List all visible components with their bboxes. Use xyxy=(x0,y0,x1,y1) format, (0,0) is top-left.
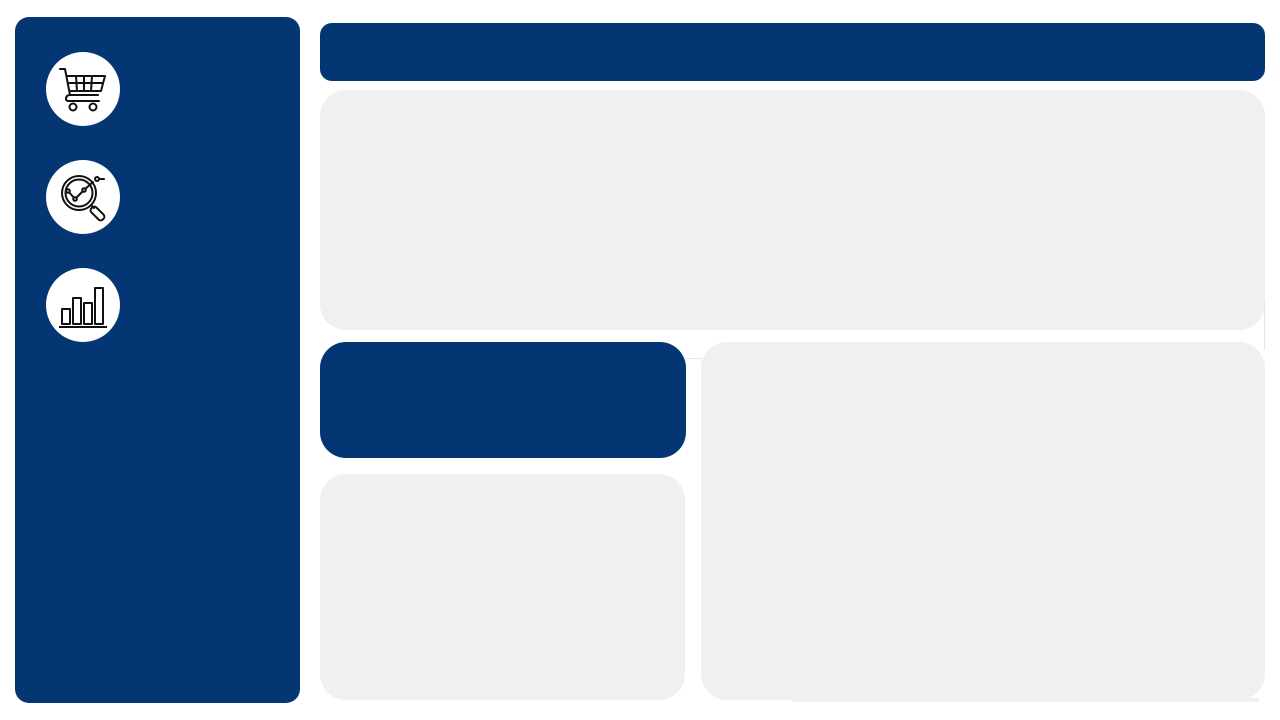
magnifier-trend-icon xyxy=(61,175,106,222)
right-panel xyxy=(701,342,1265,700)
sidebar-item-bar-chart[interactable] xyxy=(46,268,120,342)
bar-chart-icon xyxy=(59,287,107,328)
top-panel xyxy=(320,90,1265,330)
sidebar xyxy=(15,17,300,703)
sidebar-item-analysis[interactable] xyxy=(46,160,120,234)
sidebar-item-cart[interactable] xyxy=(46,52,120,126)
divider xyxy=(686,358,701,359)
bottom-left-panel xyxy=(320,474,685,700)
header-bar xyxy=(320,23,1265,81)
shopping-cart-icon xyxy=(59,68,106,112)
kpi-card xyxy=(320,342,686,458)
panel-shadow xyxy=(790,698,1260,702)
divider xyxy=(1264,300,1265,350)
